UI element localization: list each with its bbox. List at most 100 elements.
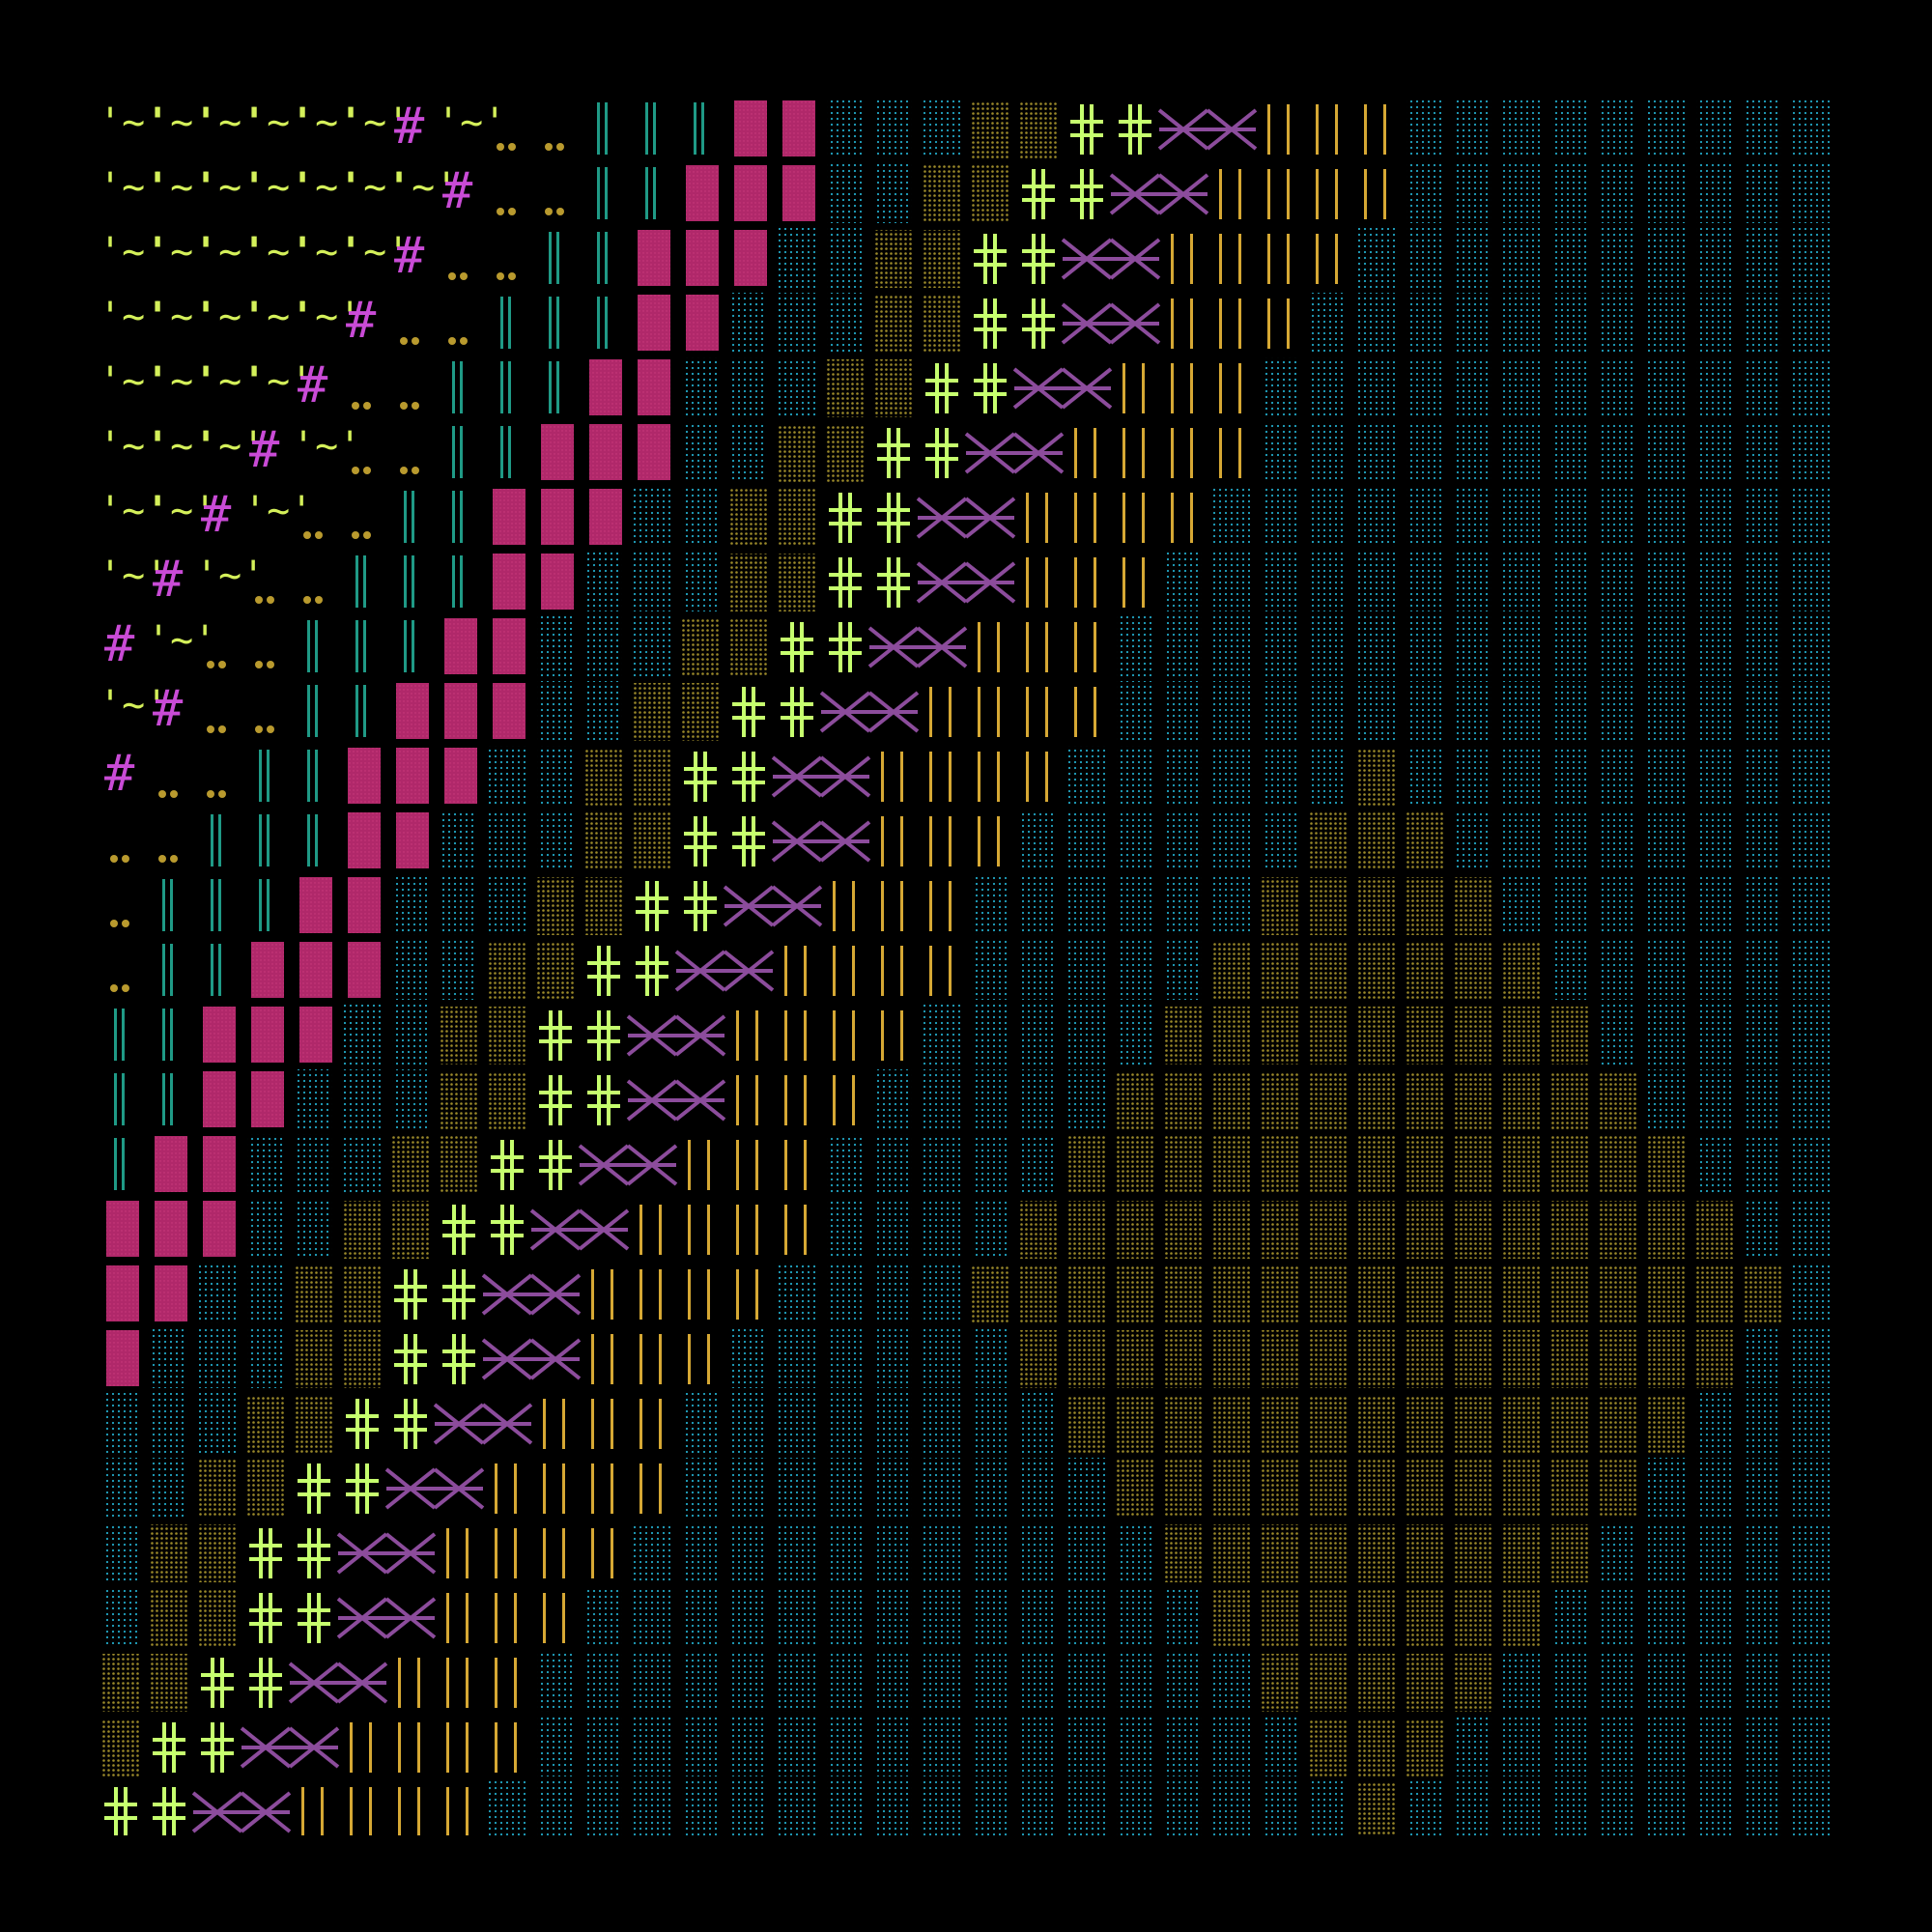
gold-bar-glyph (833, 1075, 855, 1125)
cyan-dot-field (1600, 163, 1636, 223)
double-cross-glyph (877, 493, 910, 543)
cyan-dot-field (1068, 1781, 1105, 1835)
cyan-dot-field (1165, 940, 1202, 1000)
cyan-dot-field (1165, 1717, 1202, 1776)
olive-dot-field (1358, 1589, 1395, 1647)
cyan-dot-field (1696, 1781, 1733, 1835)
svg-text:'~': '~' (99, 165, 168, 210)
olive-dot-field (1117, 1265, 1153, 1323)
cyan-dot-field (1551, 810, 1588, 870)
cyan-dot-field (730, 1717, 767, 1776)
cyan-dot-field (1310, 293, 1347, 353)
wave-glyph: '~' (99, 359, 168, 404)
dotted-block-glyph (686, 295, 719, 351)
olive-dot-field (1020, 100, 1057, 158)
olive-dot-field (972, 165, 1009, 223)
double-cross-glyph (153, 1787, 185, 1835)
cyan-dot-field (779, 1458, 815, 1518)
double-dot-glyph (158, 855, 178, 863)
cyan-dot-field (1696, 487, 1733, 547)
x-chain-glyph (433, 1467, 485, 1510)
cyan-dot-field (1696, 1717, 1733, 1776)
svg-text:'~': '~' (147, 424, 216, 469)
cyan-dot-field (1696, 1522, 1733, 1582)
svg-text:'~': '~' (340, 100, 410, 145)
cyan-dot-field (923, 1005, 960, 1065)
cyan-dot-field (1020, 1587, 1057, 1647)
olive-dot-field (1165, 1007, 1202, 1065)
cyan-dot-field (392, 1005, 429, 1065)
cyan-dot-field (1793, 1199, 1830, 1259)
olive-dot-field (1117, 1201, 1153, 1259)
gold-bar-glyph (1267, 104, 1290, 155)
x-chain-glyph (1061, 302, 1113, 345)
cyan-dot-field (489, 1781, 526, 1835)
dotted-block-glyph (348, 812, 381, 868)
cyan-dot-field (1068, 875, 1105, 935)
cyan-dot-field (199, 1393, 236, 1453)
gold-bar-glyph (1219, 428, 1241, 478)
cyan-dot-field (730, 1393, 767, 1453)
olive-dot-field (1165, 1136, 1202, 1194)
olive-dot-field (1600, 1460, 1636, 1518)
svg-text:'~': '~' (99, 554, 168, 598)
double-bar-glyph (162, 879, 173, 931)
cyan-dot-field (634, 616, 670, 676)
cyan-dot-field (1793, 810, 1830, 870)
olive-dot-field (875, 359, 912, 417)
wave-glyph: '~' (340, 230, 410, 274)
double-bar-glyph (307, 814, 318, 867)
olive-dot-field (779, 554, 815, 611)
double-cross-glyph (587, 946, 620, 996)
double-cross-glyph (1022, 169, 1055, 219)
dotted-block-glyph (734, 230, 767, 286)
cyan-dot-field (1696, 616, 1733, 676)
cyan-dot-field (1793, 552, 1830, 611)
gold-bar-glyph (978, 752, 1000, 802)
cyan-dot-field (1793, 1264, 1830, 1323)
hash-glyph: # (394, 227, 425, 285)
x-chain-glyph (1109, 302, 1161, 345)
cyan-dot-field (923, 1134, 960, 1194)
dotted-block-glyph (251, 1071, 284, 1127)
gold-bar-glyph (495, 1463, 517, 1514)
gold-bar-glyph (1171, 234, 1193, 284)
cyan-dot-field (1503, 875, 1540, 935)
cyan-dot-field (1551, 940, 1588, 1000)
dotted-block-glyph (348, 877, 381, 933)
gold-bar-glyph (1122, 363, 1145, 413)
gold-bar-glyph (833, 881, 855, 931)
gold-bar-glyph (495, 1722, 517, 1773)
dotted-block-glyph (589, 489, 622, 545)
cyan-dot-field (1696, 681, 1733, 741)
cyan-dot-field (1020, 810, 1057, 870)
dotted-block-glyph (396, 683, 429, 739)
dotted-block-glyph (299, 877, 332, 933)
olive-dot-field (1648, 1395, 1685, 1453)
cyan-dot-field (1068, 746, 1105, 806)
cyan-dot-field (1213, 552, 1250, 611)
cyan-dot-field (489, 746, 526, 806)
olive-dot-field (1165, 1201, 1202, 1259)
x-chain-glyph (529, 1338, 582, 1380)
cyan-dot-field (1262, 681, 1298, 741)
olive-dot-field (1503, 942, 1540, 1000)
cyan-dot-field (102, 1393, 139, 1453)
double-cross-glyph (442, 1334, 475, 1384)
svg-text:'~': '~' (292, 230, 361, 274)
x-chain-glyph (1109, 238, 1161, 280)
olive-dot-field (1262, 1524, 1298, 1582)
cyan-dot-field (1648, 810, 1685, 870)
olive-dot-field (440, 1071, 477, 1129)
gold-bar-glyph (591, 1528, 613, 1578)
cyan-dot-field (247, 1264, 284, 1323)
dotted-block-glyph (638, 295, 670, 351)
cyan-dot-field (489, 875, 526, 935)
cyan-dot-field (1117, 875, 1153, 935)
double-bar-glyph (355, 620, 366, 672)
cyan-dot-field (875, 1781, 912, 1835)
cyan-dot-field (1696, 357, 1733, 417)
olive-dot-field (1310, 1071, 1347, 1129)
olive-dot-field (1068, 1265, 1105, 1323)
cyan-dot-field (1745, 1522, 1781, 1582)
